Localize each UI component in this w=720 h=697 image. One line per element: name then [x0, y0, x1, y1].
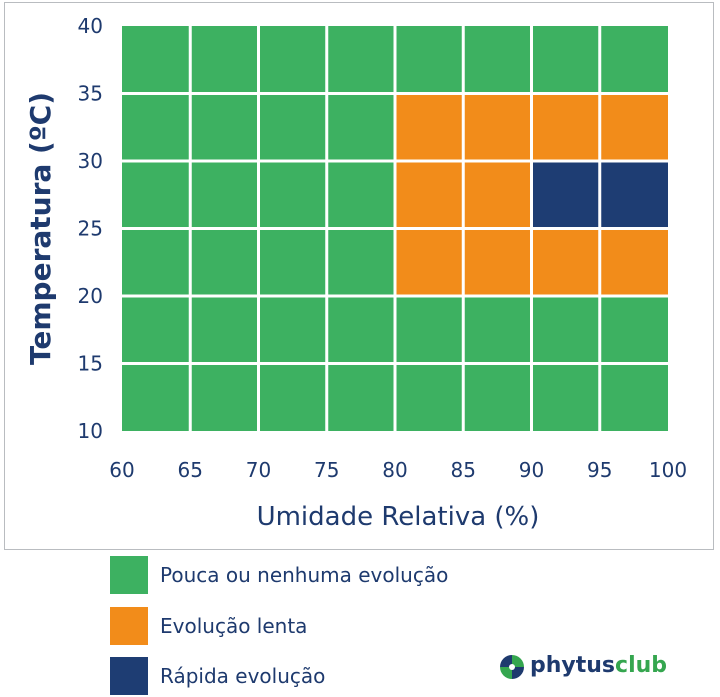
- heatmap-cell: [328, 95, 394, 160]
- x-tick-label: 95: [587, 458, 612, 482]
- legend-item-pouca: Pouca ou nenhuma evolução: [110, 556, 530, 596]
- heatmap-cell: [328, 230, 394, 295]
- heatmap-cell: [601, 26, 668, 92]
- heatmap-cell: [122, 230, 189, 295]
- heatmap-cell: [396, 26, 462, 92]
- x-tick-label: 70: [246, 458, 271, 482]
- heatmap-cell: [533, 26, 599, 92]
- heatmap-cell: [601, 230, 668, 295]
- logo-text-club: club: [615, 653, 668, 678]
- x-tick-label: 60: [109, 458, 134, 482]
- heatmap-cell: [464, 95, 530, 160]
- y-axis-title: Temperatura (ºC): [24, 92, 57, 365]
- heatmap-cell: [396, 95, 462, 160]
- heatmap-cell: [396, 365, 462, 431]
- legend-swatch-orange: [110, 607, 148, 645]
- leaf-logo-icon: [500, 655, 524, 679]
- y-tick-label: 35: [78, 82, 103, 106]
- heatmap-cell: [260, 26, 326, 92]
- heatmap-cell: [396, 230, 462, 295]
- y-tick-label: 10: [78, 419, 103, 443]
- heatmap-cell: [464, 230, 530, 295]
- y-tick-label: 40: [78, 14, 103, 38]
- heatmap-cell: [464, 297, 530, 362]
- heatmap-cell: [191, 230, 257, 295]
- heatmap-cell: [464, 365, 530, 431]
- y-tick-label: 25: [78, 217, 103, 241]
- x-tick-label: 75: [314, 458, 339, 482]
- heatmap-cell: [191, 26, 257, 92]
- heatmap-cell: [464, 162, 530, 227]
- heatmap-cell: [328, 365, 394, 431]
- heatmap-cell: [191, 365, 257, 431]
- heatmap-cell: [191, 162, 257, 227]
- phytusclub-logo: phytusclub: [498, 650, 678, 686]
- heatmap-cell: [122, 26, 189, 92]
- y-tick-label: 15: [78, 352, 103, 376]
- legend-label-pouca: Pouca ou nenhuma evolução: [160, 563, 449, 587]
- heatmap-cell: [122, 162, 189, 227]
- heatmap-cell: [328, 297, 394, 362]
- heatmap-cell: [396, 297, 462, 362]
- heatmap-cell: [533, 95, 599, 160]
- logo-text-phytus: phytus: [530, 653, 616, 678]
- chart-frame: 60 65 70 75 80 85 90 95 100 10 15 20 25 30 35 40 Umidade…: [4, 2, 714, 550]
- heatmap-cell: [328, 26, 394, 92]
- legend-swatch-green: [110, 556, 148, 594]
- heatmap-cell: [533, 230, 599, 295]
- heatmap-cell: [601, 297, 668, 362]
- x-axis-title: Umidade Relativa (%): [257, 502, 540, 532]
- heatmap-cell: [533, 162, 599, 227]
- heatmap-cell: [260, 162, 326, 227]
- heatmap-cell: [396, 162, 462, 227]
- x-tick-label: 90: [519, 458, 544, 482]
- heatmap-cell: [601, 95, 668, 160]
- heatmap-cell: [601, 365, 668, 431]
- heatmap-cell: [191, 95, 257, 160]
- x-tick-label: 100: [649, 458, 687, 482]
- legend-label-rapida: Rápida evolução: [160, 664, 326, 688]
- x-tick-label: 80: [382, 458, 407, 482]
- heatmap-chart: 60 65 70 75 80 85 90 95 100 10 15 20 25 30 35 40 Umidade…: [24, 14, 687, 532]
- heatmap-cell: [260, 230, 326, 295]
- heatmap-cell: [122, 95, 189, 160]
- logo-text: phytusclub: [530, 653, 667, 678]
- legend-item-rapida: Rápida evolução: [110, 657, 530, 697]
- heatmap-cell: [533, 365, 599, 431]
- heatmap-cell: [122, 297, 189, 362]
- heatmap-cell: [260, 95, 326, 160]
- heatmap-cell: [260, 365, 326, 431]
- legend-swatch-navy: [110, 657, 148, 695]
- x-tick-label: 65: [178, 458, 203, 482]
- heatmap-cell: [191, 297, 257, 362]
- legend-label-lenta: Evolução lenta: [160, 614, 308, 638]
- heatmap-cell: [533, 297, 599, 362]
- heatmap-cell: [601, 162, 668, 227]
- heatmap-cell: [122, 365, 189, 431]
- y-tick-label: 30: [78, 149, 103, 173]
- heatmap-cell: [464, 26, 530, 92]
- heatmap-cell: [260, 297, 326, 362]
- y-tick-label: 20: [78, 284, 103, 308]
- legend-item-lenta: Evolução lenta: [110, 607, 530, 647]
- x-tick-label: 85: [451, 458, 476, 482]
- heatmap-cell: [328, 162, 394, 227]
